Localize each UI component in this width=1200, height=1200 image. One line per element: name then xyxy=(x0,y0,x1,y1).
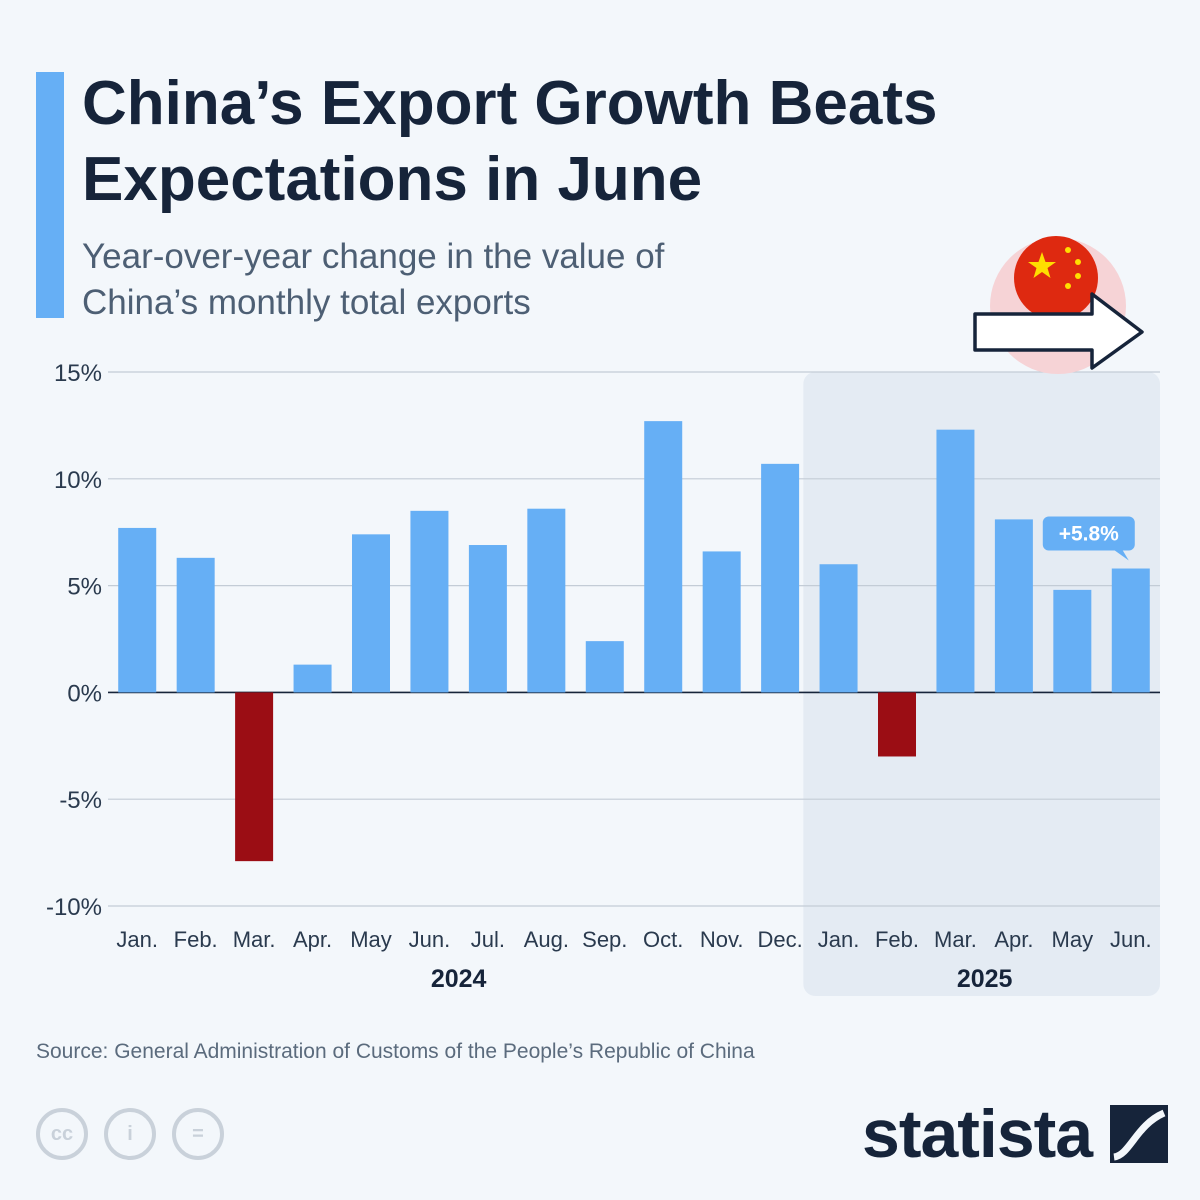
china-flag-export-icon xyxy=(973,236,1144,374)
bar xyxy=(527,508,566,693)
annotation-callout xyxy=(1042,516,1135,561)
cc-icon[interactable]: cc xyxy=(36,1108,88,1160)
x-tick-label: Oct. xyxy=(643,927,683,952)
bar xyxy=(293,664,332,693)
license-icons: cc i = xyxy=(36,1108,224,1160)
annotation-label: +5.8% xyxy=(1059,523,1119,546)
y-tick-label: -10% xyxy=(46,894,102,921)
x-tick-label: Aug. xyxy=(524,927,569,952)
y-tick-label: 15% xyxy=(54,360,102,387)
bar xyxy=(702,551,741,693)
bar xyxy=(819,564,858,693)
x-tick-label: Jan. xyxy=(818,927,860,952)
y-tick-label: 0% xyxy=(67,680,102,707)
bar xyxy=(118,527,157,693)
bar xyxy=(468,545,507,693)
bar xyxy=(994,519,1033,693)
bar xyxy=(352,534,390,693)
x-tick-label: Mar. xyxy=(934,927,977,952)
attribution-icon[interactable]: i xyxy=(104,1108,156,1160)
x-tick-label: Nov. xyxy=(700,927,744,952)
x-tick-label: Dec. xyxy=(757,927,802,952)
x-tick-label: Mar. xyxy=(233,927,276,952)
bar xyxy=(878,692,916,757)
y-tick-label: 10% xyxy=(54,467,102,494)
x-tick-label: Apr. xyxy=(293,927,332,952)
brand-name: statista xyxy=(862,1096,1093,1172)
bar xyxy=(761,463,800,693)
page-subtitle: Year-over-year change in the value of Ch… xyxy=(82,237,665,322)
bar xyxy=(1053,589,1092,693)
statista-logo-icon xyxy=(1110,1105,1169,1163)
x-tick-label: Apr. xyxy=(994,927,1033,952)
y-tick-label: 5% xyxy=(67,574,102,601)
x-tick-label: Jul. xyxy=(471,927,505,952)
title-accent-bar xyxy=(36,72,64,318)
bar xyxy=(1111,568,1150,693)
bar xyxy=(410,510,449,693)
bar-chart: 15% 10% 5% 0% -5% -10% Jan. Feb. Mar. Apr. May Jun.… xyxy=(46,360,1160,996)
year-group-label: 2024 xyxy=(431,965,487,993)
bar xyxy=(644,421,683,693)
bar xyxy=(235,692,274,862)
x-tick-label: Feb. xyxy=(174,927,218,952)
year-group-label: 2025 xyxy=(957,965,1013,993)
x-tick-label: May xyxy=(1052,927,1094,952)
y-tick-label: -5% xyxy=(59,787,102,814)
x-tick-label: Jun. xyxy=(409,927,451,952)
x-tick-label: Sep. xyxy=(582,927,627,952)
statista-brand[interactable]: statista xyxy=(862,1095,1169,1173)
x-tick-label: May xyxy=(350,927,392,952)
bar xyxy=(176,557,215,693)
bar xyxy=(585,641,624,693)
bar xyxy=(936,429,975,693)
x-tick-label: Jun. xyxy=(1110,927,1152,952)
x-tick-label: Jan. xyxy=(116,927,158,952)
no-derivatives-icon[interactable]: = xyxy=(172,1108,224,1160)
x-tick-label: Feb. xyxy=(875,927,919,952)
source-note: Source: General Administration of Custom… xyxy=(36,1040,755,1063)
page-title: China’s Export Growth Beats Expectations… xyxy=(82,69,938,214)
